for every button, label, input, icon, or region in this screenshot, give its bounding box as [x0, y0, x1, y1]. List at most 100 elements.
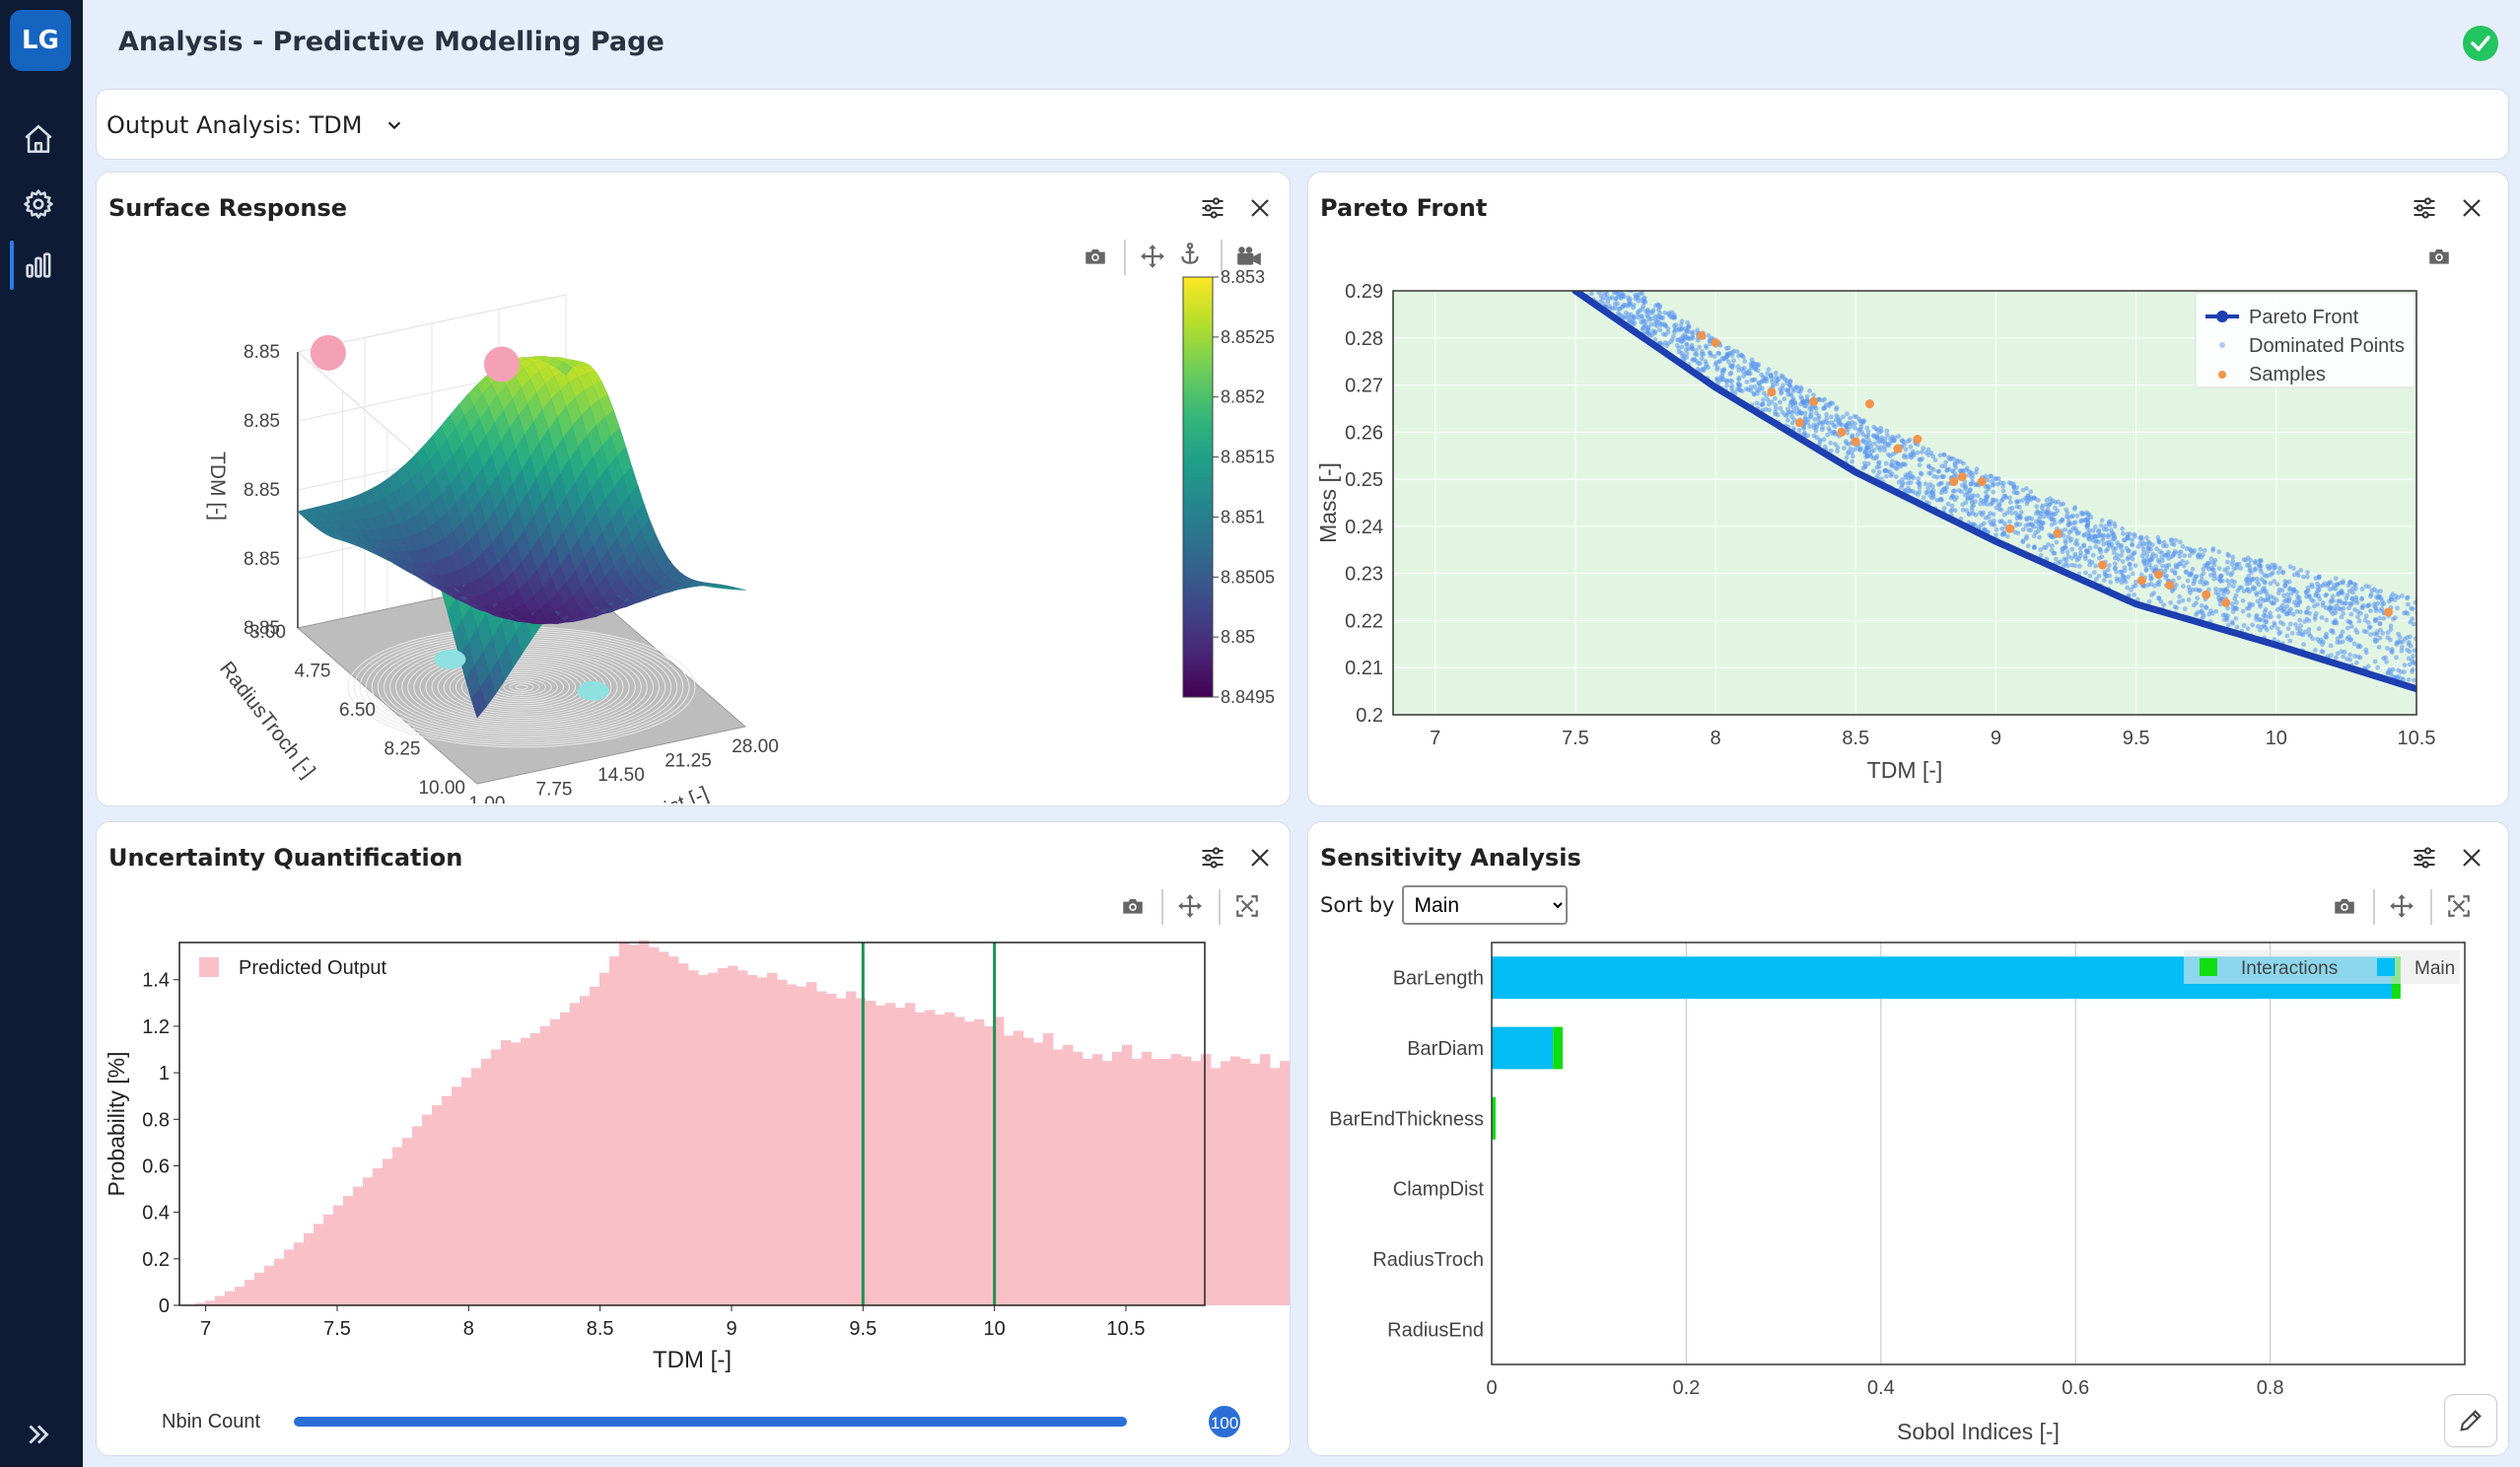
dominated-point [2341, 605, 2346, 611]
dominated-point [2409, 605, 2414, 611]
dominated-point [1564, 246, 1569, 251]
settings-sliders-icon[interactable] [1195, 840, 1230, 875]
sample-point [1893, 444, 1903, 454]
camera-icon[interactable] [2328, 889, 2361, 923]
double-chevron-right-icon[interactable] [18, 1414, 59, 1455]
autoscale-icon[interactable] [1230, 889, 1264, 923]
dominated-point [1553, 250, 1558, 255]
dominated-point [2113, 565, 2118, 571]
dominated-point [1761, 390, 1767, 396]
dominated-point [2257, 558, 2263, 564]
camera-icon[interactable] [1079, 240, 1112, 273]
histogram-bar [728, 965, 738, 1305]
dominated-point [2157, 539, 2162, 545]
close-icon[interactable] [2454, 190, 2489, 226]
pan-icon[interactable] [1173, 889, 1207, 923]
uncertainty-histogram[interactable]: 7 7.5 8 8.5 9 9.5 10 10.5 0 0.2 0.4 0.6 0.8 1 1.2 1.4 TD… [97, 822, 1291, 1456]
dominated-point [2421, 599, 2426, 604]
dominated-point [1563, 256, 1568, 261]
orbit-anchor-icon[interactable] [1173, 238, 1207, 271]
dominated-point [1703, 343, 1709, 349]
dominated-point [1571, 248, 1575, 253]
x-tick-label: 0.6 [2062, 1377, 2089, 1399]
dominated-point [2264, 589, 2269, 594]
dominated-point [1991, 489, 1996, 495]
dominated-point [2007, 495, 2012, 501]
dominated-point [2140, 559, 2146, 564]
dominated-point [2085, 517, 2090, 522]
dominated-point [2411, 654, 2415, 659]
dominated-point [2353, 660, 2359, 665]
dominated-point [1973, 523, 1978, 528]
dominated-point [1583, 268, 1588, 273]
dominated-point [2065, 549, 2070, 555]
camera-icon[interactable] [2422, 240, 2456, 273]
settings-sliders-icon[interactable] [2407, 190, 2442, 226]
dominated-point [2330, 628, 2336, 634]
pareto-chart[interactable]: 7 7.5 8 8.5 9 9.5 10 10.5 0.2 0.21 0.22 0.23 0.24 0.2… [1308, 173, 2509, 806]
dominated-point [2201, 552, 2205, 557]
dominated-point [1665, 329, 1671, 335]
bar-chart-icon[interactable] [18, 244, 59, 286]
dominated-point [2353, 586, 2358, 592]
dominated-point [2405, 635, 2410, 640]
dominated-point [2245, 563, 2250, 568]
sensitivity-chart[interactable]: 0 0.2 0.4 0.6 0.8 BarLength BarDiam BarEndThick… [1308, 822, 2509, 1456]
dominated-point [2315, 589, 2320, 594]
dominated-point [2245, 587, 2251, 593]
pan-icon[interactable] [2385, 889, 2418, 923]
home-icon[interactable] [18, 118, 59, 160]
dominated-point [1645, 314, 1651, 319]
dominated-point [2112, 534, 2118, 539]
slider-thumb[interactable] [1207, 1404, 1242, 1439]
dominated-point [1773, 406, 1779, 411]
dominated-point [2201, 567, 2206, 572]
dominated-point [1721, 356, 1726, 362]
pan-icon[interactable] [1136, 240, 1169, 273]
dominated-point [2335, 602, 2340, 608]
video-camera-icon[interactable] [1232, 240, 1266, 273]
dominated-point [2078, 519, 2083, 524]
settings-sliders-icon[interactable] [2407, 840, 2442, 875]
output-analysis-dropdown[interactable]: Output Analysis: TDM [106, 107, 403, 143]
dominated-point [1593, 266, 1598, 271]
camera-icon[interactable] [1116, 889, 1150, 923]
dominated-point [1721, 368, 1726, 374]
sort-select[interactable]: MainInteractions [1402, 885, 1569, 925]
dominated-point [2065, 563, 2070, 569]
dominated-point [2328, 643, 2334, 649]
close-icon[interactable] [2454, 840, 2489, 875]
edit-pencil-button[interactable] [2444, 1394, 2497, 1447]
y-tick-label: 0.6 [142, 1155, 170, 1177]
dominated-point [2223, 587, 2228, 593]
dominated-point [2204, 604, 2208, 610]
dominated-point [1805, 400, 1810, 406]
y-tick-label: 14.50 [597, 765, 645, 786]
close-icon[interactable] [1242, 840, 1278, 875]
dominated-point [1828, 440, 1834, 446]
dominated-point [1652, 314, 1658, 319]
interaction-bar [1492, 1096, 1496, 1140]
histogram-bar [481, 1058, 492, 1305]
dominated-point [1630, 319, 1636, 324]
dominated-point [2427, 624, 2432, 629]
dominated-point [2087, 573, 2093, 579]
dominated-point [2333, 586, 2339, 592]
dominated-point [2388, 637, 2393, 643]
dominated-point [1550, 236, 1555, 241]
dominated-point [1920, 456, 1925, 461]
dominated-point [2338, 598, 2343, 603]
dominated-point [2168, 599, 2173, 605]
autoscale-icon[interactable] [2442, 889, 2476, 923]
app-logo[interactable]: LG [10, 10, 71, 71]
settings-sliders-icon[interactable] [1195, 190, 1230, 226]
gear-icon[interactable] [18, 183, 59, 225]
dominated-point [1864, 442, 1870, 448]
dominated-point [2054, 539, 2060, 545]
surface-plot[interactable]: 8.858.858.858.858.853.004.756.508.2510.0… [97, 261, 1291, 803]
z-tick-label: 8.85 [244, 549, 280, 570]
histogram-bar [974, 1018, 985, 1305]
close-icon[interactable] [1242, 190, 1278, 226]
dominated-point [2035, 528, 2041, 534]
plot-border [1392, 290, 2417, 716]
